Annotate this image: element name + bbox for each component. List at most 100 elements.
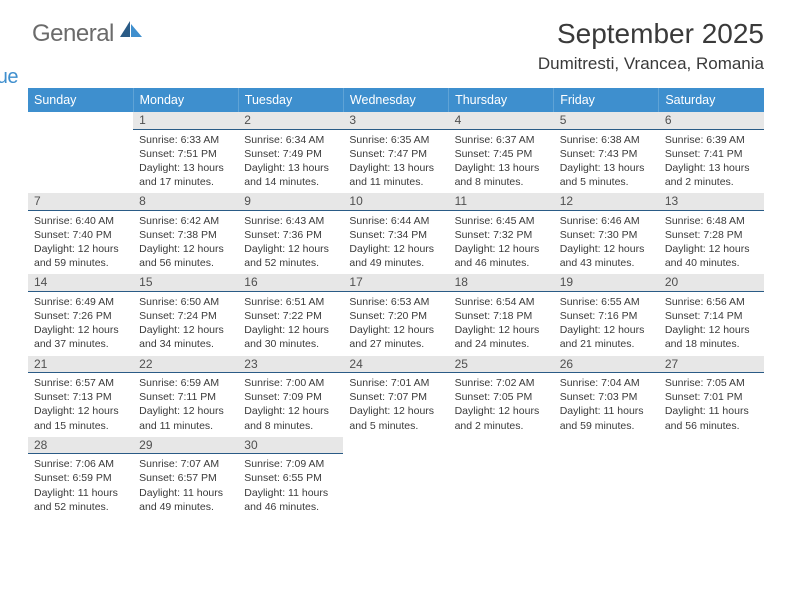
- sunset-text: Sunset: 7:45 PM: [455, 147, 548, 161]
- day-content-cell: Sunrise: 6:53 AMSunset: 7:20 PMDaylight:…: [343, 291, 448, 355]
- day-content-cell: Sunrise: 6:44 AMSunset: 7:34 PMDaylight:…: [343, 210, 448, 274]
- daylight-text-1: Daylight: 11 hours: [244, 486, 337, 500]
- weekday-header: Monday: [133, 88, 238, 112]
- day-number-cell: 16: [238, 274, 343, 291]
- sunset-text: Sunset: 6:57 PM: [139, 471, 232, 485]
- day-content-cell: Sunrise: 6:45 AMSunset: 7:32 PMDaylight:…: [449, 210, 554, 274]
- sunrise-text: Sunrise: 6:42 AM: [139, 214, 232, 228]
- sunset-text: Sunset: 6:59 PM: [34, 471, 127, 485]
- daylight-text-1: Daylight: 12 hours: [665, 323, 758, 337]
- daylight-text-2: and 8 minutes.: [244, 419, 337, 433]
- sunset-text: Sunset: 7:38 PM: [139, 228, 232, 242]
- day-number-cell: 23: [238, 356, 343, 373]
- daylight-text-1: Daylight: 11 hours: [34, 486, 127, 500]
- daylight-text-2: and 2 minutes.: [455, 419, 548, 433]
- day-content-cell: Sunrise: 6:50 AMSunset: 7:24 PMDaylight:…: [133, 291, 238, 355]
- daylight-text-2: and 49 minutes.: [139, 500, 232, 514]
- day-content-cell: Sunrise: 7:05 AMSunset: 7:01 PMDaylight:…: [659, 373, 764, 437]
- day-number-cell: 6: [659, 112, 764, 129]
- day-number-cell: 21: [28, 356, 133, 373]
- daylight-text-2: and 59 minutes.: [34, 256, 127, 270]
- day-content-cell: [343, 454, 448, 518]
- sunrise-text: Sunrise: 6:34 AM: [244, 133, 337, 147]
- daylight-text-2: and 46 minutes.: [244, 500, 337, 514]
- brand-logo: General Blue: [32, 20, 144, 71]
- sunset-text: Sunset: 7:47 PM: [349, 147, 442, 161]
- sunset-text: Sunset: 7:41 PM: [665, 147, 758, 161]
- day-content-cell: Sunrise: 6:54 AMSunset: 7:18 PMDaylight:…: [449, 291, 554, 355]
- daylight-text-2: and 34 minutes.: [139, 337, 232, 351]
- day-content-cell: Sunrise: 6:48 AMSunset: 7:28 PMDaylight:…: [659, 210, 764, 274]
- daylight-text-2: and 21 minutes.: [560, 337, 653, 351]
- daylight-text-2: and 46 minutes.: [455, 256, 548, 270]
- day-content-cell: Sunrise: 6:59 AMSunset: 7:11 PMDaylight:…: [133, 373, 238, 437]
- sunrise-text: Sunrise: 6:59 AM: [139, 376, 232, 390]
- day-content-row: Sunrise: 6:49 AMSunset: 7:26 PMDaylight:…: [28, 291, 764, 355]
- day-content-cell: Sunrise: 6:40 AMSunset: 7:40 PMDaylight:…: [28, 210, 133, 274]
- sunrise-text: Sunrise: 6:44 AM: [349, 214, 442, 228]
- day-number-cell: 24: [343, 356, 448, 373]
- daylight-text-1: Daylight: 12 hours: [560, 323, 653, 337]
- daylight-text-2: and 8 minutes.: [455, 175, 548, 189]
- weekday-header-row: Sunday Monday Tuesday Wednesday Thursday…: [28, 88, 764, 112]
- day-number-cell: 1: [133, 112, 238, 129]
- sunrise-text: Sunrise: 7:05 AM: [665, 376, 758, 390]
- sunset-text: Sunset: 7:34 PM: [349, 228, 442, 242]
- daylight-text-1: Daylight: 12 hours: [349, 323, 442, 337]
- daylight-text-1: Daylight: 13 hours: [244, 161, 337, 175]
- sunset-text: Sunset: 7:40 PM: [34, 228, 127, 242]
- day-content-cell: Sunrise: 6:43 AMSunset: 7:36 PMDaylight:…: [238, 210, 343, 274]
- day-number-cell: 18: [449, 274, 554, 291]
- day-number-cell: 15: [133, 274, 238, 291]
- day-number-cell: 2: [238, 112, 343, 129]
- day-number-cell: [554, 437, 659, 454]
- day-number-cell: 14: [28, 274, 133, 291]
- day-content-cell: Sunrise: 7:09 AMSunset: 6:55 PMDaylight:…: [238, 454, 343, 518]
- daylight-text-2: and 49 minutes.: [349, 256, 442, 270]
- daylight-text-1: Daylight: 12 hours: [560, 242, 653, 256]
- sunrise-text: Sunrise: 6:39 AM: [665, 133, 758, 147]
- day-number-cell: [28, 112, 133, 129]
- sunrise-text: Sunrise: 6:38 AM: [560, 133, 653, 147]
- day-number-row: 14151617181920: [28, 274, 764, 291]
- day-number-row: 282930: [28, 437, 764, 454]
- brand-sail-icon: [120, 21, 144, 46]
- daylight-text-2: and 30 minutes.: [244, 337, 337, 351]
- daylight-text-1: Daylight: 12 hours: [244, 323, 337, 337]
- sunset-text: Sunset: 7:16 PM: [560, 309, 653, 323]
- sunset-text: Sunset: 7:26 PM: [34, 309, 127, 323]
- daylight-text-1: Daylight: 12 hours: [139, 404, 232, 418]
- day-number-cell: 11: [449, 193, 554, 210]
- weekday-header: Sunday: [28, 88, 133, 112]
- daylight-text-1: Daylight: 11 hours: [560, 404, 653, 418]
- daylight-text-2: and 14 minutes.: [244, 175, 337, 189]
- weekday-header: Saturday: [659, 88, 764, 112]
- daylight-text-1: Daylight: 12 hours: [34, 242, 127, 256]
- sunset-text: Sunset: 7:30 PM: [560, 228, 653, 242]
- daylight-text-1: Daylight: 12 hours: [349, 404, 442, 418]
- daylight-text-1: Daylight: 13 hours: [455, 161, 548, 175]
- day-content-cell: Sunrise: 6:42 AMSunset: 7:38 PMDaylight:…: [133, 210, 238, 274]
- sunrise-text: Sunrise: 6:35 AM: [349, 133, 442, 147]
- day-content-cell: Sunrise: 7:00 AMSunset: 7:09 PMDaylight:…: [238, 373, 343, 437]
- day-content-cell: Sunrise: 6:34 AMSunset: 7:49 PMDaylight:…: [238, 129, 343, 193]
- day-number-cell: 26: [554, 356, 659, 373]
- day-number-cell: 8: [133, 193, 238, 210]
- day-content-cell: Sunrise: 6:56 AMSunset: 7:14 PMDaylight:…: [659, 291, 764, 355]
- weekday-header: Wednesday: [343, 88, 448, 112]
- daylight-text-2: and 43 minutes.: [560, 256, 653, 270]
- sunrise-text: Sunrise: 6:57 AM: [34, 376, 127, 390]
- daylight-text-2: and 24 minutes.: [455, 337, 548, 351]
- daylight-text-2: and 15 minutes.: [34, 419, 127, 433]
- day-content-cell: Sunrise: 7:07 AMSunset: 6:57 PMDaylight:…: [133, 454, 238, 518]
- sunset-text: Sunset: 7:24 PM: [139, 309, 232, 323]
- sunrise-text: Sunrise: 6:55 AM: [560, 295, 653, 309]
- sunrise-text: Sunrise: 6:45 AM: [455, 214, 548, 228]
- sunrise-text: Sunrise: 7:01 AM: [349, 376, 442, 390]
- day-number-cell: 17: [343, 274, 448, 291]
- daylight-text-1: Daylight: 12 hours: [349, 242, 442, 256]
- daylight-text-1: Daylight: 13 hours: [560, 161, 653, 175]
- sunrise-text: Sunrise: 6:53 AM: [349, 295, 442, 309]
- day-content-row: Sunrise: 7:06 AMSunset: 6:59 PMDaylight:…: [28, 454, 764, 518]
- daylight-text-2: and 17 minutes.: [139, 175, 232, 189]
